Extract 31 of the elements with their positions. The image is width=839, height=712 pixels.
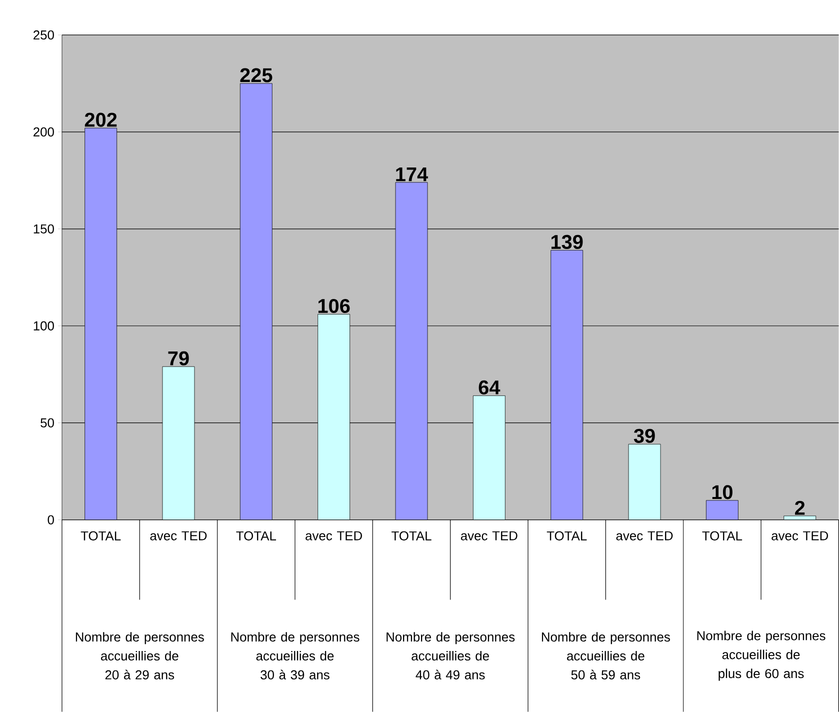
x-tick-label: avec TED: [306, 531, 362, 540]
y-tick-label: 200: [34, 127, 54, 137]
x-tick-label: TOTAL: [546, 531, 587, 540]
text: Nombre de personnes accueillies de 50 à 59 ans: [542, 632, 670, 680]
y-tick-label: 250: [34, 30, 54, 40]
x-tick-label: TOTAL: [702, 531, 742, 540]
x-tick-label: TOTAL: [392, 531, 432, 540]
x-tick-label: avec TED: [772, 531, 828, 540]
data-label: 225: [240, 68, 272, 82]
data-label: 64: [478, 380, 500, 394]
y-tick-label: 50: [40, 418, 54, 428]
text: Nombre de personnes accueillies de plus de 60 ans: [697, 630, 826, 681]
x-tick-label: TOTAL: [80, 531, 121, 540]
x-tick-label: TOTAL: [236, 531, 276, 540]
x-tick-label: avec TED: [616, 531, 673, 540]
text: Nombre de personnes accueillies de 40 à 49 ans: [386, 632, 515, 680]
data-label: 39: [634, 428, 655, 443]
y-tick-label: 0: [48, 515, 54, 524]
data-label: 79: [168, 351, 189, 366]
text: Nombre de personnes accueillies de 30 à 39 ans: [231, 632, 360, 680]
data-label: 139: [551, 234, 583, 250]
data-label: 2: [795, 500, 805, 515]
y-tick-label: 100: [34, 321, 54, 330]
y-tick-label: 150: [34, 224, 54, 234]
data-label: 174: [396, 167, 428, 182]
data-label: 202: [84, 112, 117, 127]
data-label: 10: [712, 485, 732, 500]
x-tick-label: avec TED: [150, 531, 207, 540]
text: Nombre de personnes accueillies de 20 à 29 ans: [76, 632, 204, 680]
data-label: 106: [318, 298, 350, 314]
x-tick-label: avec TED: [460, 531, 518, 540]
